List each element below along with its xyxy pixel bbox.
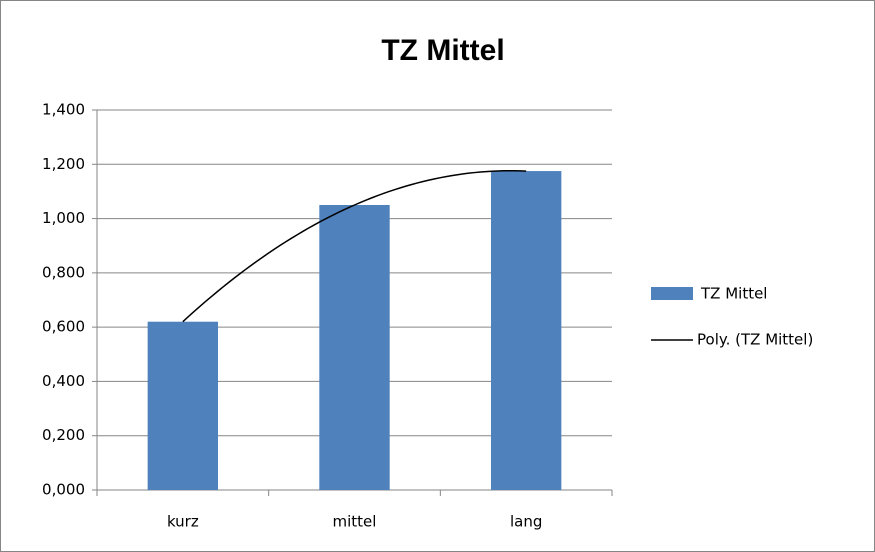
y-tick-label: 1,000 — [42, 209, 85, 227]
y-tick-label: 0,200 — [42, 426, 85, 444]
y-tick-label: 1,200 — [42, 155, 85, 173]
legend-label: Poly. (TZ Mittel) — [697, 331, 813, 349]
y-tick-label: 1,400 — [42, 101, 85, 119]
bar — [147, 321, 219, 490]
bar — [490, 171, 562, 491]
y-tick-label: 0,000 — [42, 481, 85, 499]
legend-label: TZ Mittel — [700, 285, 767, 303]
bar — [319, 205, 390, 490]
chart-title: TZ Mittel — [381, 34, 504, 67]
trendline — [182, 169, 527, 323]
x-tick-label: mittel — [333, 513, 377, 531]
y-tick-label: 0,600 — [42, 318, 85, 336]
legend-swatch — [651, 287, 693, 300]
x-tick-label: kurz — [167, 513, 199, 531]
x-tick-label: lang — [510, 513, 542, 531]
y-tick-label: 0,400 — [42, 372, 85, 390]
y-tick-label: 0,800 — [42, 263, 85, 281]
